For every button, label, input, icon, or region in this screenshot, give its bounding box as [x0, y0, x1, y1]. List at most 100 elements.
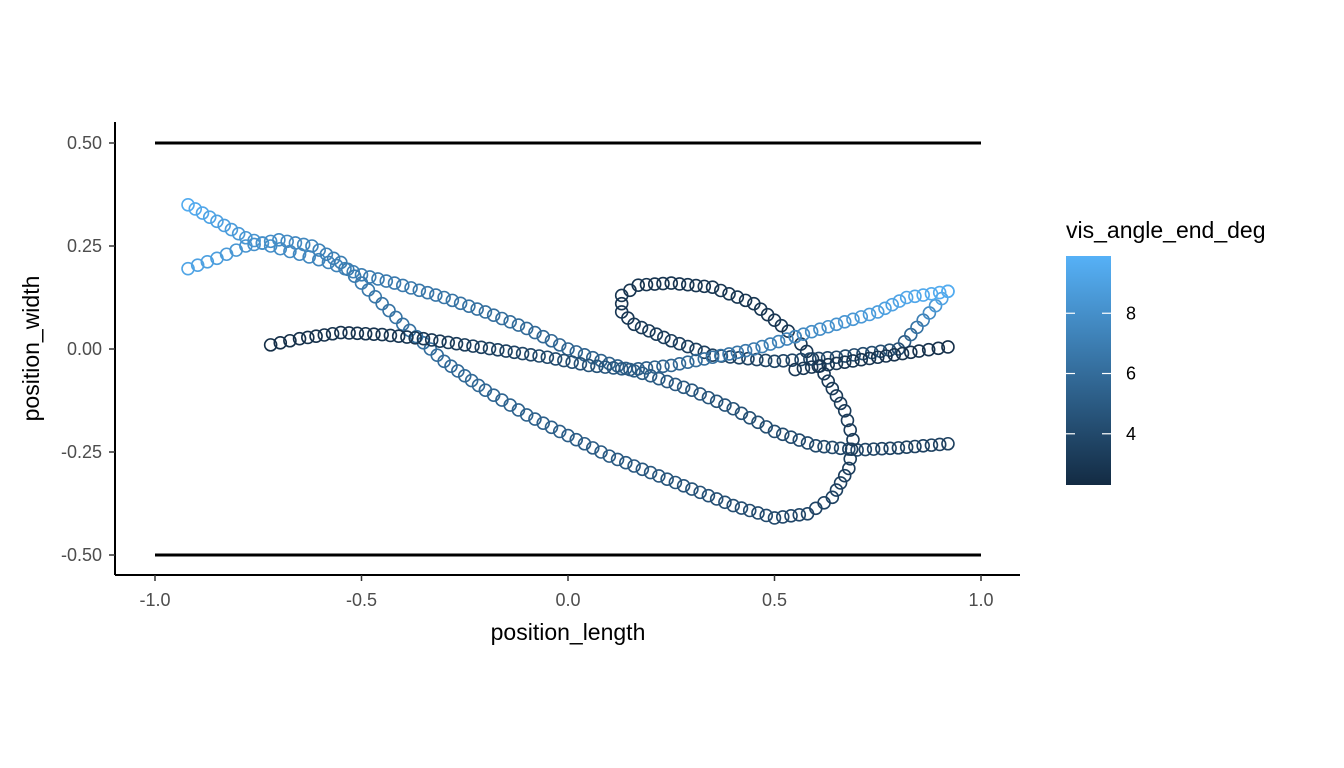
- data-point: [649, 327, 664, 341]
- data-point: [202, 210, 217, 224]
- data-point: [602, 356, 617, 371]
- data-point: [672, 357, 687, 371]
- data-point: [255, 236, 270, 250]
- data-point: [808, 439, 823, 453]
- data-point: [486, 308, 501, 323]
- y-tick-label: 0.25: [67, 236, 102, 256]
- data-point: [528, 412, 542, 426]
- data-point: [800, 436, 815, 450]
- boundary-lines: [155, 141, 981, 557]
- data-point: [590, 359, 604, 374]
- data-point: [833, 441, 848, 456]
- data-point: [767, 511, 782, 525]
- data-point: [921, 342, 936, 357]
- data-point: [660, 374, 674, 389]
- data-point: [383, 328, 398, 343]
- data-point: [263, 234, 278, 249]
- data-point: [309, 329, 323, 344]
- colorbar: [1066, 256, 1111, 485]
- data-point: [598, 360, 612, 374]
- data-point: [668, 475, 683, 490]
- data-point: [784, 509, 798, 523]
- data-point: [652, 469, 666, 483]
- data-point: [931, 341, 946, 356]
- data-point: [825, 381, 840, 396]
- data-point: [478, 305, 493, 319]
- data-point: [594, 445, 608, 459]
- data-point: [325, 326, 340, 341]
- data-point: [511, 318, 526, 332]
- data-point: [441, 335, 456, 350]
- data-point: [389, 310, 403, 325]
- data-point: [817, 496, 831, 510]
- data-point: [334, 255, 348, 270]
- data-point: [878, 301, 892, 316]
- data-point: [899, 290, 914, 305]
- data-point: [891, 441, 906, 455]
- x-tick-label: 1.0: [968, 590, 993, 610]
- data-point: [916, 288, 930, 302]
- data-point: [693, 485, 707, 500]
- data-point: [292, 331, 307, 346]
- data-point: [334, 325, 348, 340]
- data-point: [283, 333, 297, 348]
- data-point: [821, 319, 835, 334]
- data-point: [837, 403, 852, 418]
- data-point: [854, 310, 869, 324]
- data-point: [466, 339, 480, 353]
- data-point: [866, 442, 881, 456]
- data-point: [730, 345, 745, 360]
- data-point: [375, 296, 389, 311]
- data-point: [685, 383, 699, 398]
- data-point: [742, 503, 757, 518]
- data-point: [932, 437, 947, 452]
- data-point: [273, 241, 288, 256]
- data-point: [780, 332, 794, 346]
- data-point: [821, 374, 835, 388]
- data-point: [619, 455, 633, 470]
- data-point: [490, 343, 505, 357]
- data-point: [445, 293, 460, 308]
- data-point: [656, 276, 670, 291]
- data-point: [870, 350, 885, 365]
- data-point: [569, 432, 584, 447]
- data-point: [367, 327, 381, 341]
- data-point: [273, 336, 288, 350]
- data-point: [837, 355, 852, 369]
- data-point: [742, 411, 757, 425]
- data-point: [726, 401, 741, 416]
- data-point: [610, 452, 625, 467]
- data-point: [524, 347, 538, 362]
- data-point: [833, 396, 848, 411]
- data-point: [811, 351, 826, 366]
- data-point: [899, 440, 914, 454]
- data-point: [680, 355, 695, 369]
- data-point: [371, 272, 385, 286]
- colorbar-tick-label: 6: [1126, 364, 1136, 384]
- data-point: [544, 333, 559, 348]
- data-point: [738, 293, 753, 308]
- data-point: [870, 305, 885, 319]
- data-point: [305, 239, 319, 253]
- data-point: [536, 416, 551, 430]
- data-point: [239, 239, 253, 253]
- data-point: [676, 478, 691, 493]
- data-point: [722, 286, 736, 301]
- data-point: [224, 222, 239, 237]
- data-point: [844, 442, 859, 457]
- data-point: [210, 214, 224, 229]
- data-point: [329, 258, 344, 273]
- data-point: [837, 468, 852, 483]
- data-point: [759, 508, 774, 523]
- data-point: [794, 352, 808, 367]
- data-point: [664, 358, 679, 373]
- data-point: [437, 354, 451, 369]
- data-point: [239, 230, 253, 245]
- data-point: [751, 506, 765, 520]
- data-point: [627, 459, 641, 473]
- data-point: [444, 359, 458, 373]
- data-point: [451, 364, 465, 378]
- data-point: [536, 329, 551, 344]
- color-legend: vis_angle_end_deg 8 6 4: [1066, 217, 1266, 485]
- data-point: [606, 361, 621, 375]
